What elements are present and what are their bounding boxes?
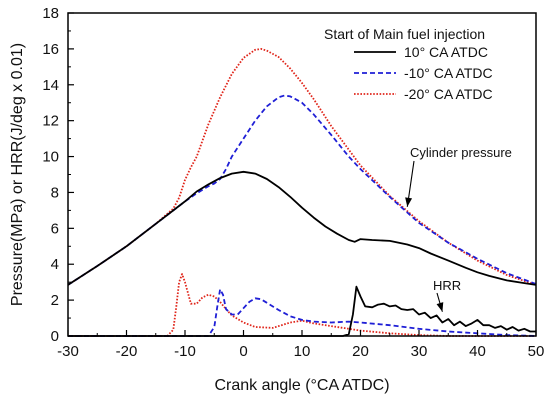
annotation-hrr: HRR: [433, 278, 461, 293]
y-tick-label: 16: [42, 41, 59, 58]
series-hrr-3: [68, 273, 536, 337]
y-tick-label: 2: [51, 292, 59, 309]
series-layer: [67, 48, 537, 337]
annotation-cylinder-pressure: Cylinder pressure: [410, 145, 512, 160]
legend: Start of Main fuel injection 10° CA ATDC…: [324, 26, 493, 102]
x-tick-label: -30: [57, 343, 79, 360]
y-tick-label: 10: [42, 149, 59, 166]
series-hrr-1: [68, 285, 536, 337]
y-tick-label: 14: [42, 77, 59, 94]
series-hrr-2: [68, 288, 537, 337]
y-tick-label: 8: [51, 184, 59, 201]
tick-layer: -30 -20 -10 0 10 20 30 40 50 0 2 4 6 8 10 12 14 16 18: [42, 5, 544, 360]
legend-entry-label: 10° CA ATDC: [404, 44, 488, 60]
x-tick-label: 10: [294, 343, 311, 360]
legend-entries: 10° CA ATDC -10° CA ATDC -20° CA ATDC: [354, 44, 493, 102]
x-tick-label: 0: [239, 343, 247, 360]
legend-entry-label: -10° CA ATDC: [404, 65, 493, 81]
annotation-layer: Cylinder pressure HRR: [405, 145, 512, 312]
series-pressure-2: [67, 94, 537, 286]
x-tick-label: 40: [469, 343, 486, 360]
x-tick-label: 30: [411, 343, 428, 360]
y-tick-label: 6: [51, 220, 59, 237]
x-tick-label: -20: [116, 343, 138, 360]
x-tick-label: 50: [528, 343, 545, 360]
x-tick-label: 20: [352, 343, 369, 360]
x-tick-label: -10: [174, 343, 196, 360]
legend-entry-label: -20° CA ATDC: [404, 86, 493, 102]
y-tick-label: 0: [51, 328, 59, 345]
y-tick-label: 18: [42, 5, 59, 22]
annotation-arrow-head: [436, 302, 444, 312]
x-axis-title: Crank angle (°CA ATDC): [214, 377, 389, 394]
y-tick-label: 12: [42, 113, 59, 130]
series-pressure-1: [67, 170, 537, 286]
plot-frame: [67, 12, 537, 337]
annotation-arrow-head: [405, 197, 413, 207]
legend-title: Start of Main fuel injection: [324, 26, 485, 42]
series-pressure-3: [67, 48, 537, 286]
y-tick-label: 4: [51, 256, 59, 273]
y-axis-title: Pressure(MPa) or HRR(J/deg x 0.01): [9, 43, 26, 306]
